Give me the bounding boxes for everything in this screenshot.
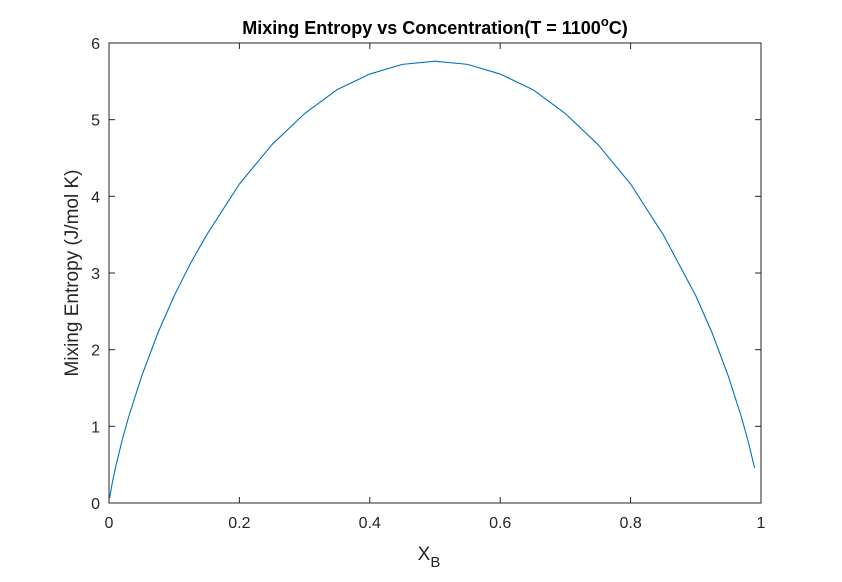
- x-axis: 0 0.2 0.4 0.6 0.8 1: [105, 43, 766, 532]
- title-main: Mixing Entropy vs Concentration(T = 1100: [242, 18, 601, 38]
- y-tick-label: 2: [91, 343, 100, 360]
- x-tick-label: 0.8: [619, 515, 641, 532]
- title-superscript: o: [601, 14, 609, 29]
- x-tick-label: 1: [757, 515, 766, 532]
- plot-frame: [108, 42, 762, 504]
- y-tick-label: 0: [91, 496, 100, 513]
- y-tick-label: 3: [91, 266, 100, 283]
- y-tick-label: 6: [91, 36, 100, 53]
- x-axis-label: XB: [418, 544, 441, 571]
- x-axis-label-subscript: B: [430, 554, 440, 571]
- plot-area: [108, 42, 762, 504]
- title-suffix: C): [609, 18, 628, 38]
- chart-title: Mixing Entropy vs Concentration(T = 1100…: [242, 14, 628, 38]
- y-tick-label: 4: [91, 189, 100, 206]
- x-tick-label: 0: [105, 515, 114, 532]
- series-line: [109, 60, 756, 499]
- y-axis: 0 1 2 3 4 5 6: [91, 36, 761, 513]
- y-tick-label: 5: [91, 113, 100, 130]
- y-tick-label: 1: [91, 419, 100, 436]
- x-tick-label: 0.6: [489, 515, 511, 532]
- x-tick-label: 0.2: [228, 515, 250, 532]
- x-tick-label: 0.4: [359, 515, 381, 532]
- series-layer: [109, 60, 756, 499]
- x-axis-label-main: X: [418, 544, 431, 565]
- y-axis-label: Mixing Entropy (J/mol K): [62, 170, 83, 377]
